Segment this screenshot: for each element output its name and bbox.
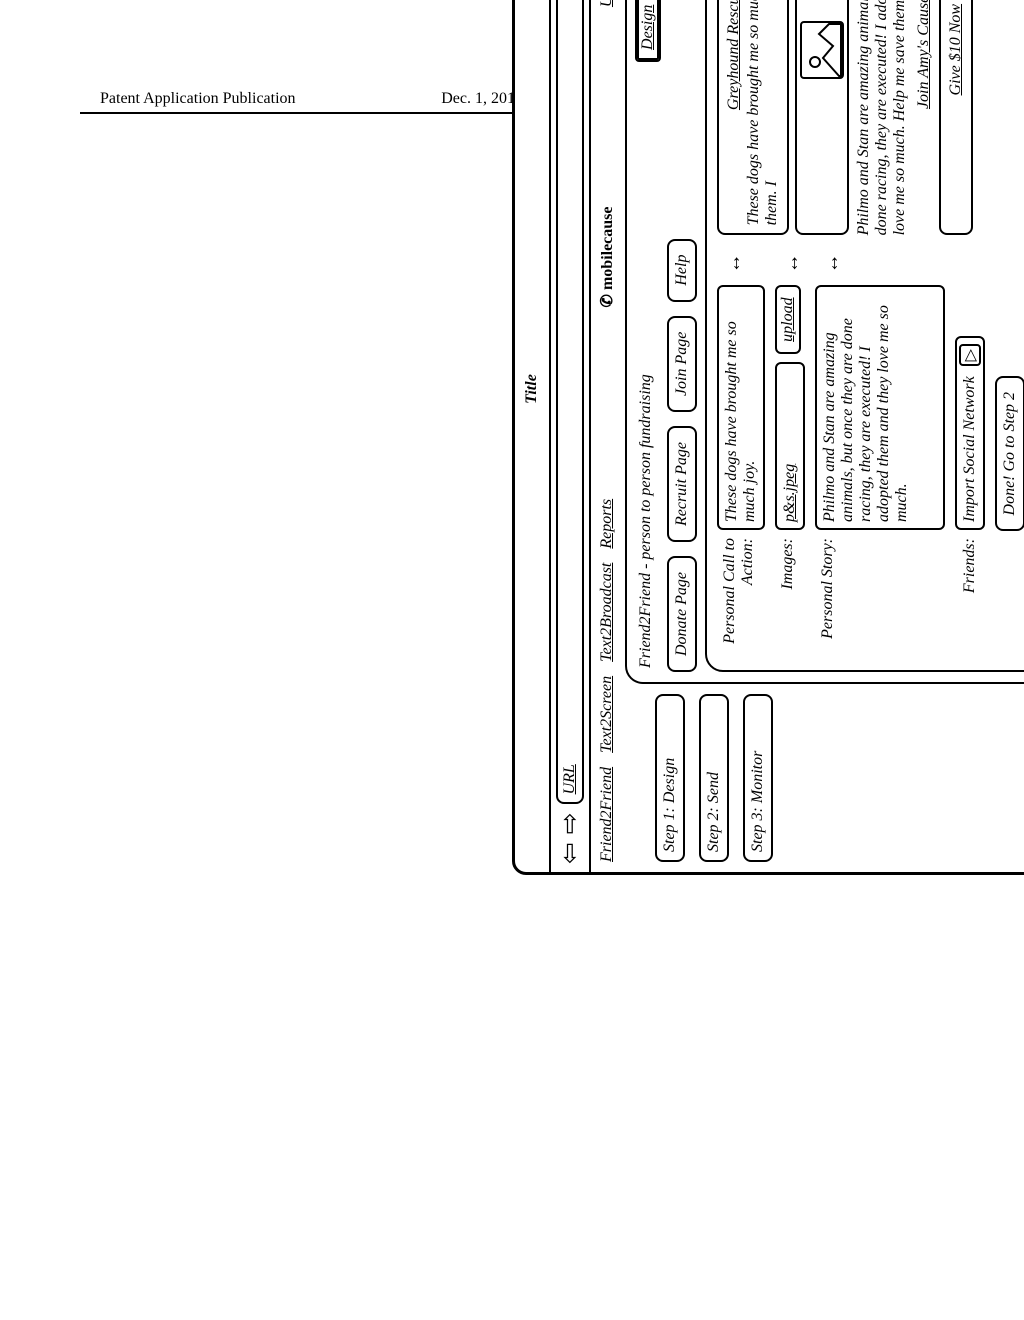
story-label: Personal Story: (815, 538, 837, 658)
preview-give-button[interactable]: Give $10 Now (939, 0, 973, 235)
menu-text2screen[interactable]: Text2Screen (598, 676, 616, 753)
brand-icon: ✆ (599, 294, 616, 307)
preview-title-box: Greyhound Rescue These dogs have brought… (717, 0, 789, 235)
sidebar-step-3[interactable]: Step 3: Monitor (743, 694, 773, 862)
preview-join-link[interactable]: Join Amy's Cause! (915, 0, 933, 235)
story-input[interactable]: Philmo and Stan are amazing animals, but… (815, 285, 945, 530)
address-bar: ⇦ ⇨ URL 🔍︎ (551, 0, 591, 872)
panel-title: Friend2Friend - person to person fundrai… (637, 0, 655, 672)
friends-select[interactable]: Import Social Network ▷ (955, 336, 985, 530)
preview-cta: These dogs have brought me so much joy, … (745, 0, 781, 225)
transfer-arrow-icon-2: ↔ (775, 249, 804, 277)
top-menu: Friend2Friend Text2Screen Text2Broadcast… (597, 0, 617, 862)
friends-label: Friends: (961, 538, 979, 658)
tab-join[interactable]: Join Page (667, 316, 697, 412)
cta-label: Personal Call to Action: (717, 538, 757, 658)
menu-reports[interactable]: Reports (598, 499, 616, 549)
phase-tabs: Design Deploy Monitor (635, 0, 661, 62)
url-input[interactable]: URL (556, 0, 584, 804)
sidebar-step-2[interactable]: Step 2: Send (699, 694, 729, 862)
browser-window: 724 Title ⊠ ⇦ ⇨ URL 🔍︎ Friend2Friend Tex… (512, 0, 1024, 875)
forward-icon[interactable]: ⇨ (555, 812, 585, 834)
titlebar: Title ⊠ (515, 0, 551, 872)
window-title: Title (523, 0, 541, 866)
brand-label: ✆ mobilecause (597, 19, 617, 495)
sidebar-step-1[interactable]: Step 1: Design (655, 694, 685, 862)
url-label: URL (561, 764, 579, 794)
tab-donate[interactable]: Donate Page (667, 556, 697, 672)
tab-help[interactable]: Help (667, 239, 697, 302)
preview-column: Greyhound Rescue These dogs have brought… (717, 0, 1024, 235)
phase-design[interactable]: Design (637, 0, 659, 60)
friends-select-value: Import Social Network (961, 376, 979, 522)
dropdown-icon: ▷ (959, 344, 981, 366)
header-left: Patent Application Publication (100, 90, 296, 108)
page-tabs: Donate Page Recruit Page Join Page Help (667, 0, 697, 672)
main-panel: Design Deploy Monitor Friend2Friend - pe… (625, 0, 1024, 684)
upload-button[interactable]: upload (775, 285, 801, 353)
preview-title: Greyhound Rescue (725, 0, 743, 225)
transfer-arrow-icon-3: ↔ (815, 249, 844, 277)
menu-upgrades[interactable]: Upgrades (598, 0, 615, 7)
wizard-sidebar: Step 1: Design Step 2: Send Step 3: Moni… (625, 694, 1024, 862)
preview-image-box (795, 0, 849, 235)
done-button[interactable]: Done! Go to Step 2 (995, 376, 1024, 532)
images-input[interactable]: p&s.jpeg (775, 362, 805, 530)
menu-text2broadcast[interactable]: Text2Broadcast (598, 563, 616, 662)
transfer-arrow-icon: ↔ (717, 249, 746, 277)
editor-panel: Personal Call to Action: These dogs have… (705, 0, 1024, 672)
menu-friend2friend[interactable]: Friend2Friend (598, 767, 616, 862)
preview-image-icon (799, 20, 845, 80)
tab-recruit[interactable]: Recruit Page (667, 426, 697, 542)
cta-input[interactable]: These dogs have brought me so much joy. (717, 285, 765, 530)
preview-story: Philmo and Stan are amazing animals, but… (855, 0, 909, 235)
images-label: Images: (775, 538, 797, 658)
back-icon[interactable]: ⇦ (555, 842, 585, 864)
